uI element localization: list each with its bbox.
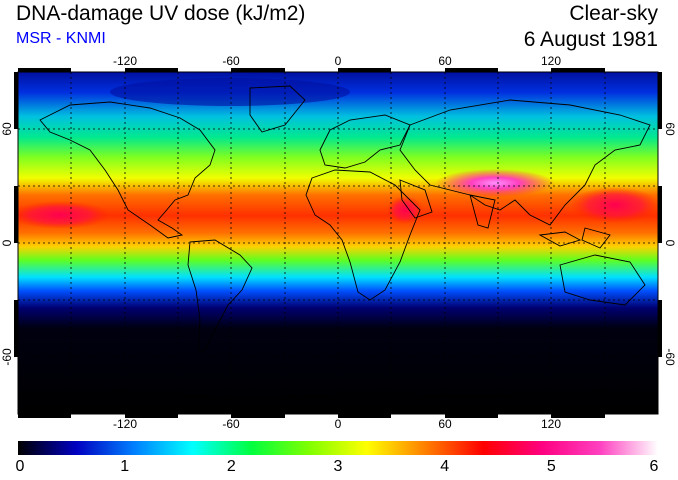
colorbar-label: 3 xyxy=(333,458,343,475)
lat-tick-left: 60 xyxy=(0,122,14,136)
lon-tick-top: 60 xyxy=(438,54,452,68)
colorbar-label: 1 xyxy=(120,458,130,475)
east-pacific-high-uv xyxy=(18,201,110,229)
colorbar-label: 4 xyxy=(440,458,450,475)
lon-tick-bottom: -60 xyxy=(222,417,240,431)
pacific-high-uv xyxy=(570,187,658,223)
arctic-low-uv xyxy=(110,78,350,106)
date-label: 6 August 1981 xyxy=(523,28,658,51)
lat-tick-right: -60 xyxy=(663,348,677,366)
lat-tick-right: 0 xyxy=(663,240,677,247)
graticule xyxy=(18,72,658,414)
colorbar-label: 2 xyxy=(226,458,236,475)
lon-tick-top: 0 xyxy=(335,54,342,68)
sky-mode-label: Clear-sky xyxy=(569,2,658,25)
lon-tick-top: -60 xyxy=(222,54,240,68)
source-label: MSR - KNMI xyxy=(16,30,106,47)
colorbar-label: 6 xyxy=(649,458,659,475)
lon-tick-bottom: 60 xyxy=(438,417,452,431)
arabia-high-uv xyxy=(387,196,423,224)
lon-tick-bottom: 0 xyxy=(335,417,342,431)
lat-tick-right: 60 xyxy=(663,122,677,136)
frame-ticks xyxy=(14,68,662,418)
colorbar-label: 5 xyxy=(546,458,556,475)
chart-title: DNA-damage UV dose (kJ/m2) xyxy=(16,2,306,25)
tibet-high-uv xyxy=(435,169,555,197)
lon-tick-bottom: 120 xyxy=(541,417,561,431)
lat-tick-left: 0 xyxy=(0,239,14,246)
lon-tick-bottom: -120 xyxy=(113,417,137,431)
colorbar-label: 0 xyxy=(15,458,25,475)
colorbar xyxy=(18,441,658,455)
lat-tick-left: -60 xyxy=(0,348,14,366)
lon-tick-top: -120 xyxy=(113,54,137,68)
lon-tick-top: 120 xyxy=(541,54,561,68)
